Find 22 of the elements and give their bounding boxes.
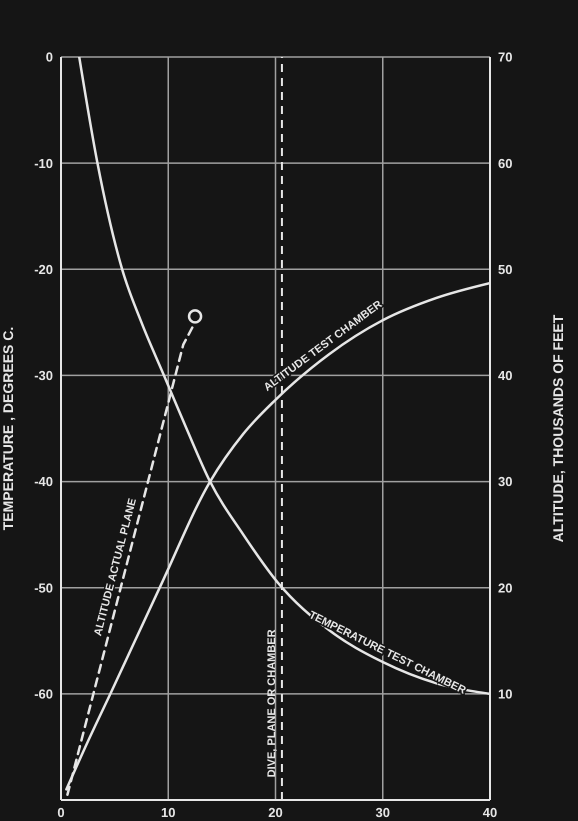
x-tick-label: 20 [268,805,283,820]
y2-tick-label: 60 [498,156,512,171]
y-tick-label: -60 [34,686,53,702]
y2-tick-label: 10 [498,686,512,702]
y-tick-label: -30 [34,368,53,384]
y2-tick-label: 30 [498,474,512,490]
y-tick-label: -50 [34,580,53,596]
y2-axis-title: ALTITUDE, THOUSANDS OF FEET [550,314,566,542]
x-tick-label: 10 [161,805,176,820]
x-tick-label: 30 [376,805,390,820]
y2-tick-label: 70 [498,50,512,65]
x-tick-label: 0 [57,805,65,820]
y-tick-label: -20 [34,262,53,277]
ref-line-label: DIVE, PLANE OR CHAMBER [266,629,278,778]
y2-tick-label: 50 [498,262,512,277]
y2-tick-label: 40 [498,368,512,384]
x-tick-label: 40 [482,805,498,820]
y-tick-label: -40 [34,474,53,490]
y2-tick-label: 20 [498,580,512,596]
y-tick-label: -10 [34,156,53,171]
y-tick-label: 0 [46,50,53,65]
y-axis-title: TEMPERATURE , DEGREES C. [0,326,16,530]
